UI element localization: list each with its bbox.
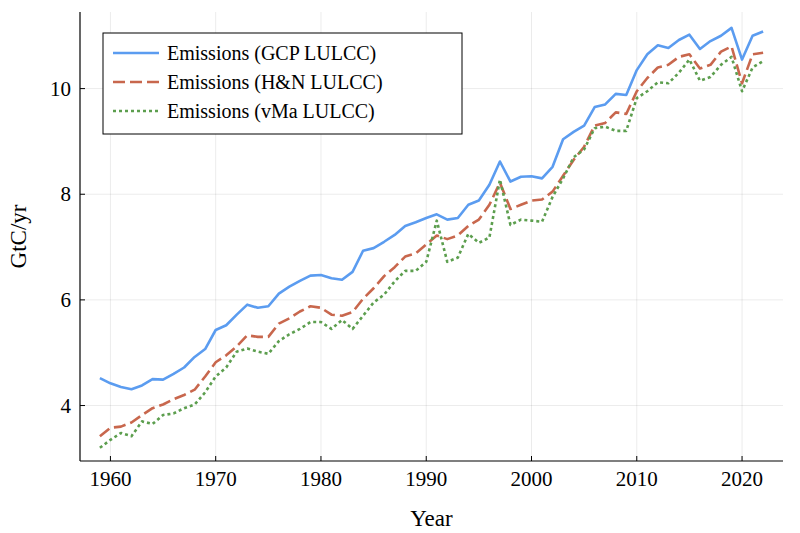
y-tick-label: 8 (61, 182, 72, 206)
y-tick-label: 10 (50, 77, 71, 101)
grid-line (531, 12, 532, 461)
background (0, 0, 800, 533)
x-tick-label: 1960 (89, 467, 131, 491)
x-tick (320, 456, 321, 461)
y-tick (80, 299, 85, 300)
x-tick-label: 2020 (721, 467, 763, 491)
plot-area (100, 28, 763, 448)
y-axis-label: GtC/yr (6, 204, 31, 268)
chart: 1960 1970 1980 1990 2000 2010 2020 4 6 8 10 Year GtC… (0, 0, 800, 533)
y-tick (80, 405, 85, 406)
y-tick-label: 6 (61, 288, 72, 312)
legend-swatch (113, 110, 159, 113)
x-tick-label: 1970 (195, 467, 237, 491)
grid-line (636, 12, 637, 461)
y-tick-label: 4 (61, 394, 72, 418)
y-tick (80, 88, 85, 89)
y-tick (80, 194, 85, 195)
x-tick (110, 456, 111, 461)
x-tick (215, 456, 216, 461)
legend-label: Emissions (GCP LULCC) (167, 42, 376, 65)
grid-line (80, 405, 783, 406)
grid-line (80, 194, 783, 195)
series-line (100, 28, 763, 389)
legend-box (103, 33, 462, 134)
x-axis (80, 460, 783, 461)
grid-line (80, 299, 783, 300)
x-axis-label: Year (410, 506, 453, 531)
x-tick-label: 2010 (616, 467, 658, 491)
x-tick-label: 2000 (511, 467, 553, 491)
x-tick (636, 456, 637, 461)
x-tick (531, 456, 532, 461)
legend-swatch (113, 81, 159, 84)
legend: Emissions (GCP LULCC) Emissions (H&N LULC… (103, 33, 462, 134)
y-axis (79, 12, 80, 461)
x-tick-label: 1980 (300, 467, 342, 491)
legend-swatch (113, 52, 159, 55)
x-tick (742, 456, 743, 461)
legend-label: Emissions (vMa LULCC) (167, 100, 375, 123)
x-tick-label: 1990 (405, 467, 447, 491)
x-tick (426, 456, 427, 461)
legend-label: Emissions (H&N LULCC) (167, 71, 383, 94)
